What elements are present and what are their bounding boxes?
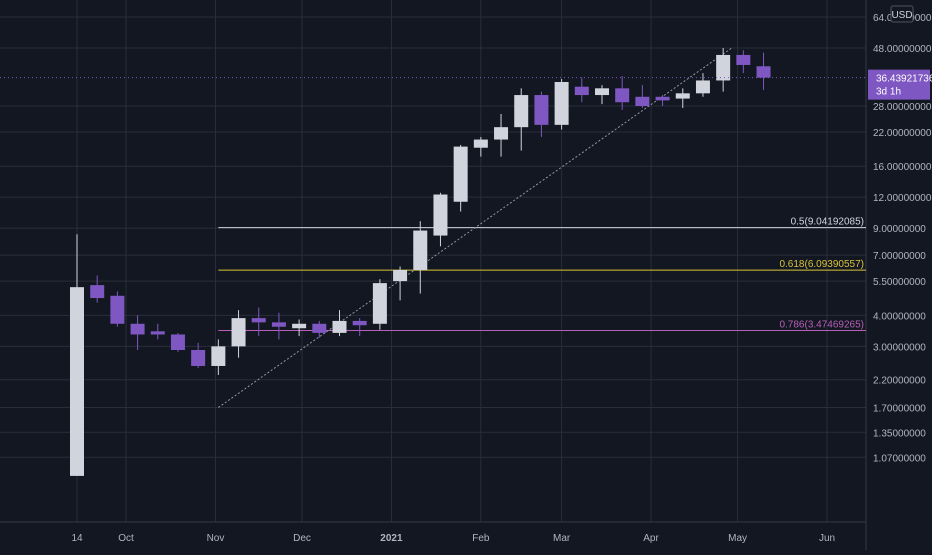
last-price-value: 36.43921736 xyxy=(876,74,932,85)
candle-body[interactable] xyxy=(716,54,731,81)
candle-body[interactable] xyxy=(574,86,589,96)
candle-body[interactable] xyxy=(675,93,690,99)
candle-body[interactable] xyxy=(130,323,145,335)
price-axis-label: 9.00000000 xyxy=(873,224,926,235)
price-axis-label: 1.35000000 xyxy=(873,428,926,439)
price-axis-label: 12.00000000 xyxy=(873,193,932,204)
time-axis-label: Feb xyxy=(472,533,490,544)
trend-line xyxy=(218,47,733,408)
candle-body[interactable] xyxy=(312,323,327,333)
time-axis-label: Oct xyxy=(118,533,134,544)
candle-countdown: 3d 1h xyxy=(876,87,901,98)
candle-body[interactable] xyxy=(736,54,751,65)
price-axis-label: 22.00000000 xyxy=(873,128,932,139)
candle-body[interactable] xyxy=(473,139,488,148)
candle-body[interactable] xyxy=(413,230,428,270)
candle-body[interactable] xyxy=(110,295,125,324)
price-axis-label: 48.00000000 xyxy=(873,44,932,55)
price-axis-label: 5.50000000 xyxy=(873,277,926,288)
time-axis-label: Jun xyxy=(819,533,835,544)
price-axis-label: 1.70000000 xyxy=(873,403,926,414)
candle-body[interactable] xyxy=(352,320,367,326)
candle-body[interactable] xyxy=(615,88,630,103)
candle-body[interactable] xyxy=(514,95,529,128)
candle-body[interactable] xyxy=(534,95,549,125)
candle-body[interactable] xyxy=(453,146,468,202)
fib-level-label: 0.786(3.47469265) xyxy=(779,320,864,331)
candle-body[interactable] xyxy=(90,285,105,299)
price-axis-label: 2.20000000 xyxy=(873,376,926,387)
price-axis-label: 28.00000000 xyxy=(873,102,932,113)
candle-body[interactable] xyxy=(150,331,165,335)
candle-body[interactable] xyxy=(271,322,286,327)
candle-body[interactable] xyxy=(595,88,609,96)
price-axis-label: 4.00000000 xyxy=(873,311,926,322)
candle-body[interactable] xyxy=(393,269,408,282)
candle-body[interactable] xyxy=(554,81,569,125)
candle-body[interactable] xyxy=(695,80,710,94)
candle-body[interactable] xyxy=(756,66,771,78)
fib-level-label: 0.618(6.09390557) xyxy=(779,259,864,270)
currency-badge[interactable] xyxy=(890,5,914,23)
time-axis-label: Mar xyxy=(553,533,571,544)
time-axis-label: Dec xyxy=(293,533,311,544)
time-axis-label: Nov xyxy=(207,533,225,544)
price-axis-label: 1.07000000 xyxy=(873,453,926,464)
time-axis-label: 14 xyxy=(71,533,83,544)
currency-label[interactable]: USD xyxy=(891,10,912,21)
time-axis-label: May xyxy=(728,533,747,544)
time-axis-label: Apr xyxy=(643,533,659,544)
fib-level-label: 0.5(9.04192085) xyxy=(791,217,864,228)
candle-body[interactable] xyxy=(70,287,84,476)
candle-body[interactable] xyxy=(635,96,650,106)
candle-body[interactable] xyxy=(251,318,266,323)
candle-body[interactable] xyxy=(332,320,347,333)
candle-body[interactable] xyxy=(655,96,670,101)
price-axis-label: 16.00000000 xyxy=(873,162,932,173)
candle-body[interactable] xyxy=(211,346,226,366)
time-axis-label: 2021 xyxy=(380,533,403,544)
last-price-badge xyxy=(868,69,930,100)
candle-body[interactable] xyxy=(494,127,509,140)
candle-body[interactable] xyxy=(231,318,246,347)
candle-body[interactable] xyxy=(433,194,448,236)
price-axis-label: 7.00000000 xyxy=(873,251,926,262)
candle-body[interactable] xyxy=(372,283,387,324)
candle-body[interactable] xyxy=(191,349,206,366)
candle-body[interactable] xyxy=(170,334,185,350)
price-axis-label: 3.00000000 xyxy=(873,342,926,353)
candle-body[interactable] xyxy=(292,323,307,329)
